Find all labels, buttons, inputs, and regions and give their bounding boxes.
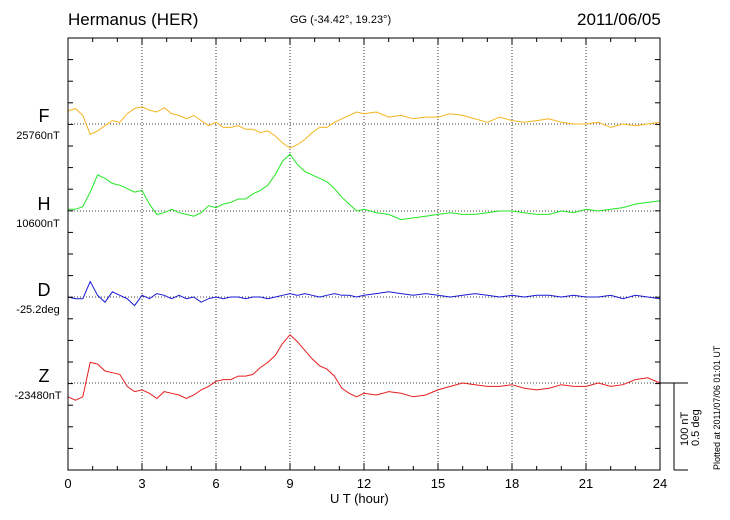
- station-coords: GG (-34.42°, 19.23°): [290, 14, 392, 26]
- series-line-f: [67, 106, 661, 149]
- grid: [141, 38, 587, 470]
- series-lines: [67, 106, 661, 401]
- scale-note: 100 nT 0.5 deg: [679, 409, 702, 446]
- x-tick-label-3: 3: [138, 476, 145, 491]
- channel-baseline-d: -25.2deg: [16, 304, 60, 316]
- channel-label-d: D: [37, 280, 51, 300]
- x-tick-label-18: 18: [505, 476, 519, 491]
- x-tick-labels: 0 3 6 9 12 15 18 21 24: [64, 476, 667, 491]
- x-tick-label-12: 12: [357, 476, 371, 491]
- scale-note-deg: 0.5 deg: [690, 409, 702, 446]
- x-tick-label-21: 21: [579, 476, 593, 491]
- channel-label-h: H: [37, 194, 51, 214]
- axis-ticks: [67, 38, 661, 470]
- station-title: Hermanus (HER): [68, 10, 199, 29]
- channel-baseline-z: -23480nT: [14, 390, 62, 402]
- series-line-d: [67, 280, 661, 307]
- series-line-h: [68, 153, 661, 221]
- series-line-z: [67, 334, 661, 401]
- x-axis-label: U T (hour): [330, 491, 389, 506]
- x-tick-label-0: 0: [64, 476, 71, 491]
- channel-baseline-h: 10600nT: [16, 218, 60, 230]
- channel-baseline-f: 25760nT: [16, 130, 60, 142]
- chart-date: 2011/06/05: [577, 10, 661, 29]
- x-tick-label-15: 15: [431, 476, 445, 491]
- plotted-note: Plotted at 2011/07/06 01:01 UT: [712, 345, 722, 470]
- channel-label-f: F: [38, 106, 50, 126]
- x-tick-label-6: 6: [212, 476, 219, 491]
- channel-label-z: Z: [38, 366, 50, 386]
- x-tick-label-24: 24: [653, 476, 667, 491]
- x-tick-label-9: 9: [286, 476, 293, 491]
- scale-bar: [660, 382, 688, 471]
